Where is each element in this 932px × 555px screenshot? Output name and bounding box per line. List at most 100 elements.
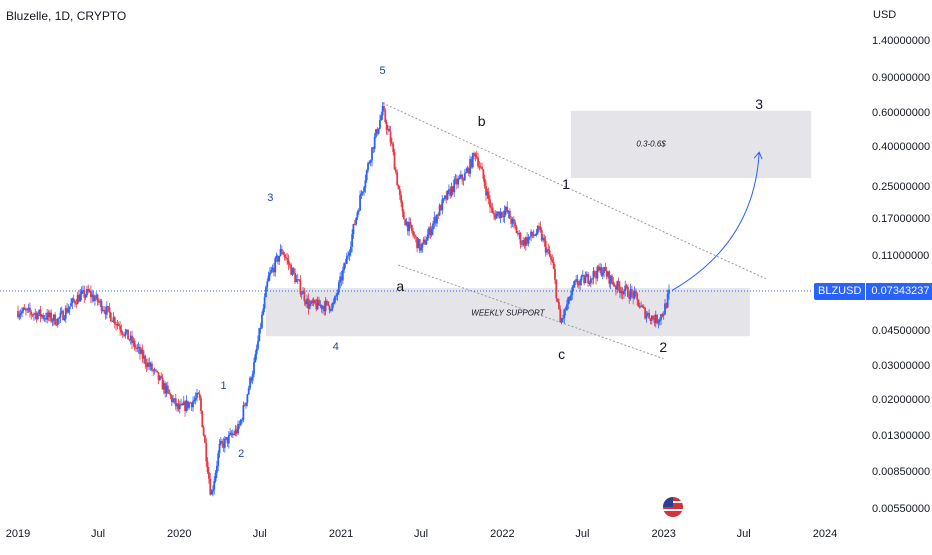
weekly-support-label: WEEKLY SUPPORT <box>471 308 545 318</box>
candle-body <box>104 311 107 315</box>
candle-body <box>306 298 308 305</box>
candle-body <box>499 211 502 218</box>
candle-body <box>275 255 278 259</box>
candle-body <box>633 291 636 299</box>
candle-body <box>475 156 478 158</box>
candle-body <box>546 249 548 253</box>
candle-body <box>287 259 290 265</box>
candle-body <box>40 315 43 317</box>
candle-body <box>398 189 401 195</box>
candle-body <box>241 419 243 421</box>
candle-body <box>396 172 399 186</box>
candle-body <box>51 320 54 322</box>
candle-body <box>600 267 603 276</box>
candle-body <box>551 259 554 262</box>
candle-body <box>198 393 201 398</box>
candle-body <box>59 312 62 318</box>
candle-body <box>341 270 344 281</box>
candle-body <box>552 261 555 269</box>
projection-arrow <box>671 152 760 291</box>
candle-body <box>493 212 495 215</box>
price-tag-symbol: BLZUSD <box>814 283 866 300</box>
candle-body <box>271 267 274 271</box>
candle-body <box>127 329 129 340</box>
candle-body <box>72 298 75 301</box>
candle-body <box>548 250 551 257</box>
x-tick-label: 2021 <box>328 528 354 540</box>
candle-body <box>132 340 135 344</box>
x-tick-label: 2022 <box>490 528 515 540</box>
candle-body <box>497 211 499 214</box>
candle-body <box>373 136 376 149</box>
wave-label: 3 <box>267 192 274 205</box>
wave-label: 1 <box>220 379 227 392</box>
candle-body <box>113 317 116 325</box>
us-flag-icon[interactable] <box>663 497 683 517</box>
candle-body <box>587 274 590 284</box>
candle-body <box>402 211 405 220</box>
candle-body <box>50 312 53 322</box>
candle-body <box>566 304 568 311</box>
candle-body <box>347 255 350 257</box>
candle-body <box>628 296 631 299</box>
candle-body <box>82 289 84 292</box>
candle-body <box>291 268 294 275</box>
candle-body <box>67 309 70 313</box>
candle-body <box>161 377 164 390</box>
candle-body <box>219 440 222 444</box>
candle-body <box>470 159 473 168</box>
candle-body <box>568 297 571 301</box>
candle-body <box>652 316 654 319</box>
candle-body <box>310 300 312 304</box>
candle-body <box>47 312 50 318</box>
candle-body <box>556 298 559 302</box>
candle-body <box>30 311 33 315</box>
candle-body <box>528 236 531 238</box>
candle-body <box>152 370 155 372</box>
candle-body <box>340 276 343 281</box>
candle-body <box>139 346 141 354</box>
candle-body <box>421 242 424 248</box>
candle-body <box>323 306 326 312</box>
candle-body <box>372 147 375 149</box>
candle-body <box>320 304 323 309</box>
candle-body <box>355 217 357 225</box>
candle-body <box>467 168 470 174</box>
candle-body <box>381 106 384 116</box>
candle-body <box>319 304 322 306</box>
candle-body <box>210 491 213 495</box>
candle-body <box>371 147 373 161</box>
candle-body <box>336 292 339 296</box>
candle-body <box>585 274 588 277</box>
x-tick-label: 2024 <box>812 528 838 540</box>
candle-body <box>482 169 485 179</box>
candle-body <box>442 198 445 200</box>
candle-body <box>397 185 400 190</box>
candle-body <box>129 335 132 340</box>
candle-body <box>490 207 493 209</box>
candle-body <box>26 308 29 311</box>
candle-body <box>151 363 153 371</box>
candle-body <box>536 226 539 234</box>
candle-body <box>124 331 127 336</box>
candle-body <box>605 271 608 277</box>
candle-body <box>174 398 177 407</box>
candle-body <box>665 303 668 308</box>
candle-body <box>332 302 335 304</box>
candle-body <box>294 272 297 283</box>
candle-body <box>390 142 393 144</box>
candle-body <box>462 179 465 181</box>
candle-body <box>261 314 263 328</box>
candle-body <box>238 423 241 426</box>
candle-body <box>657 321 660 324</box>
candle-body <box>428 227 430 235</box>
candle-body <box>408 222 411 232</box>
candle-body <box>99 300 102 303</box>
candle-body <box>630 289 633 293</box>
candle-body <box>473 153 475 155</box>
candle-body <box>430 229 433 236</box>
candle-body <box>170 395 173 403</box>
candle-body <box>115 324 118 326</box>
candle-body <box>637 299 640 307</box>
